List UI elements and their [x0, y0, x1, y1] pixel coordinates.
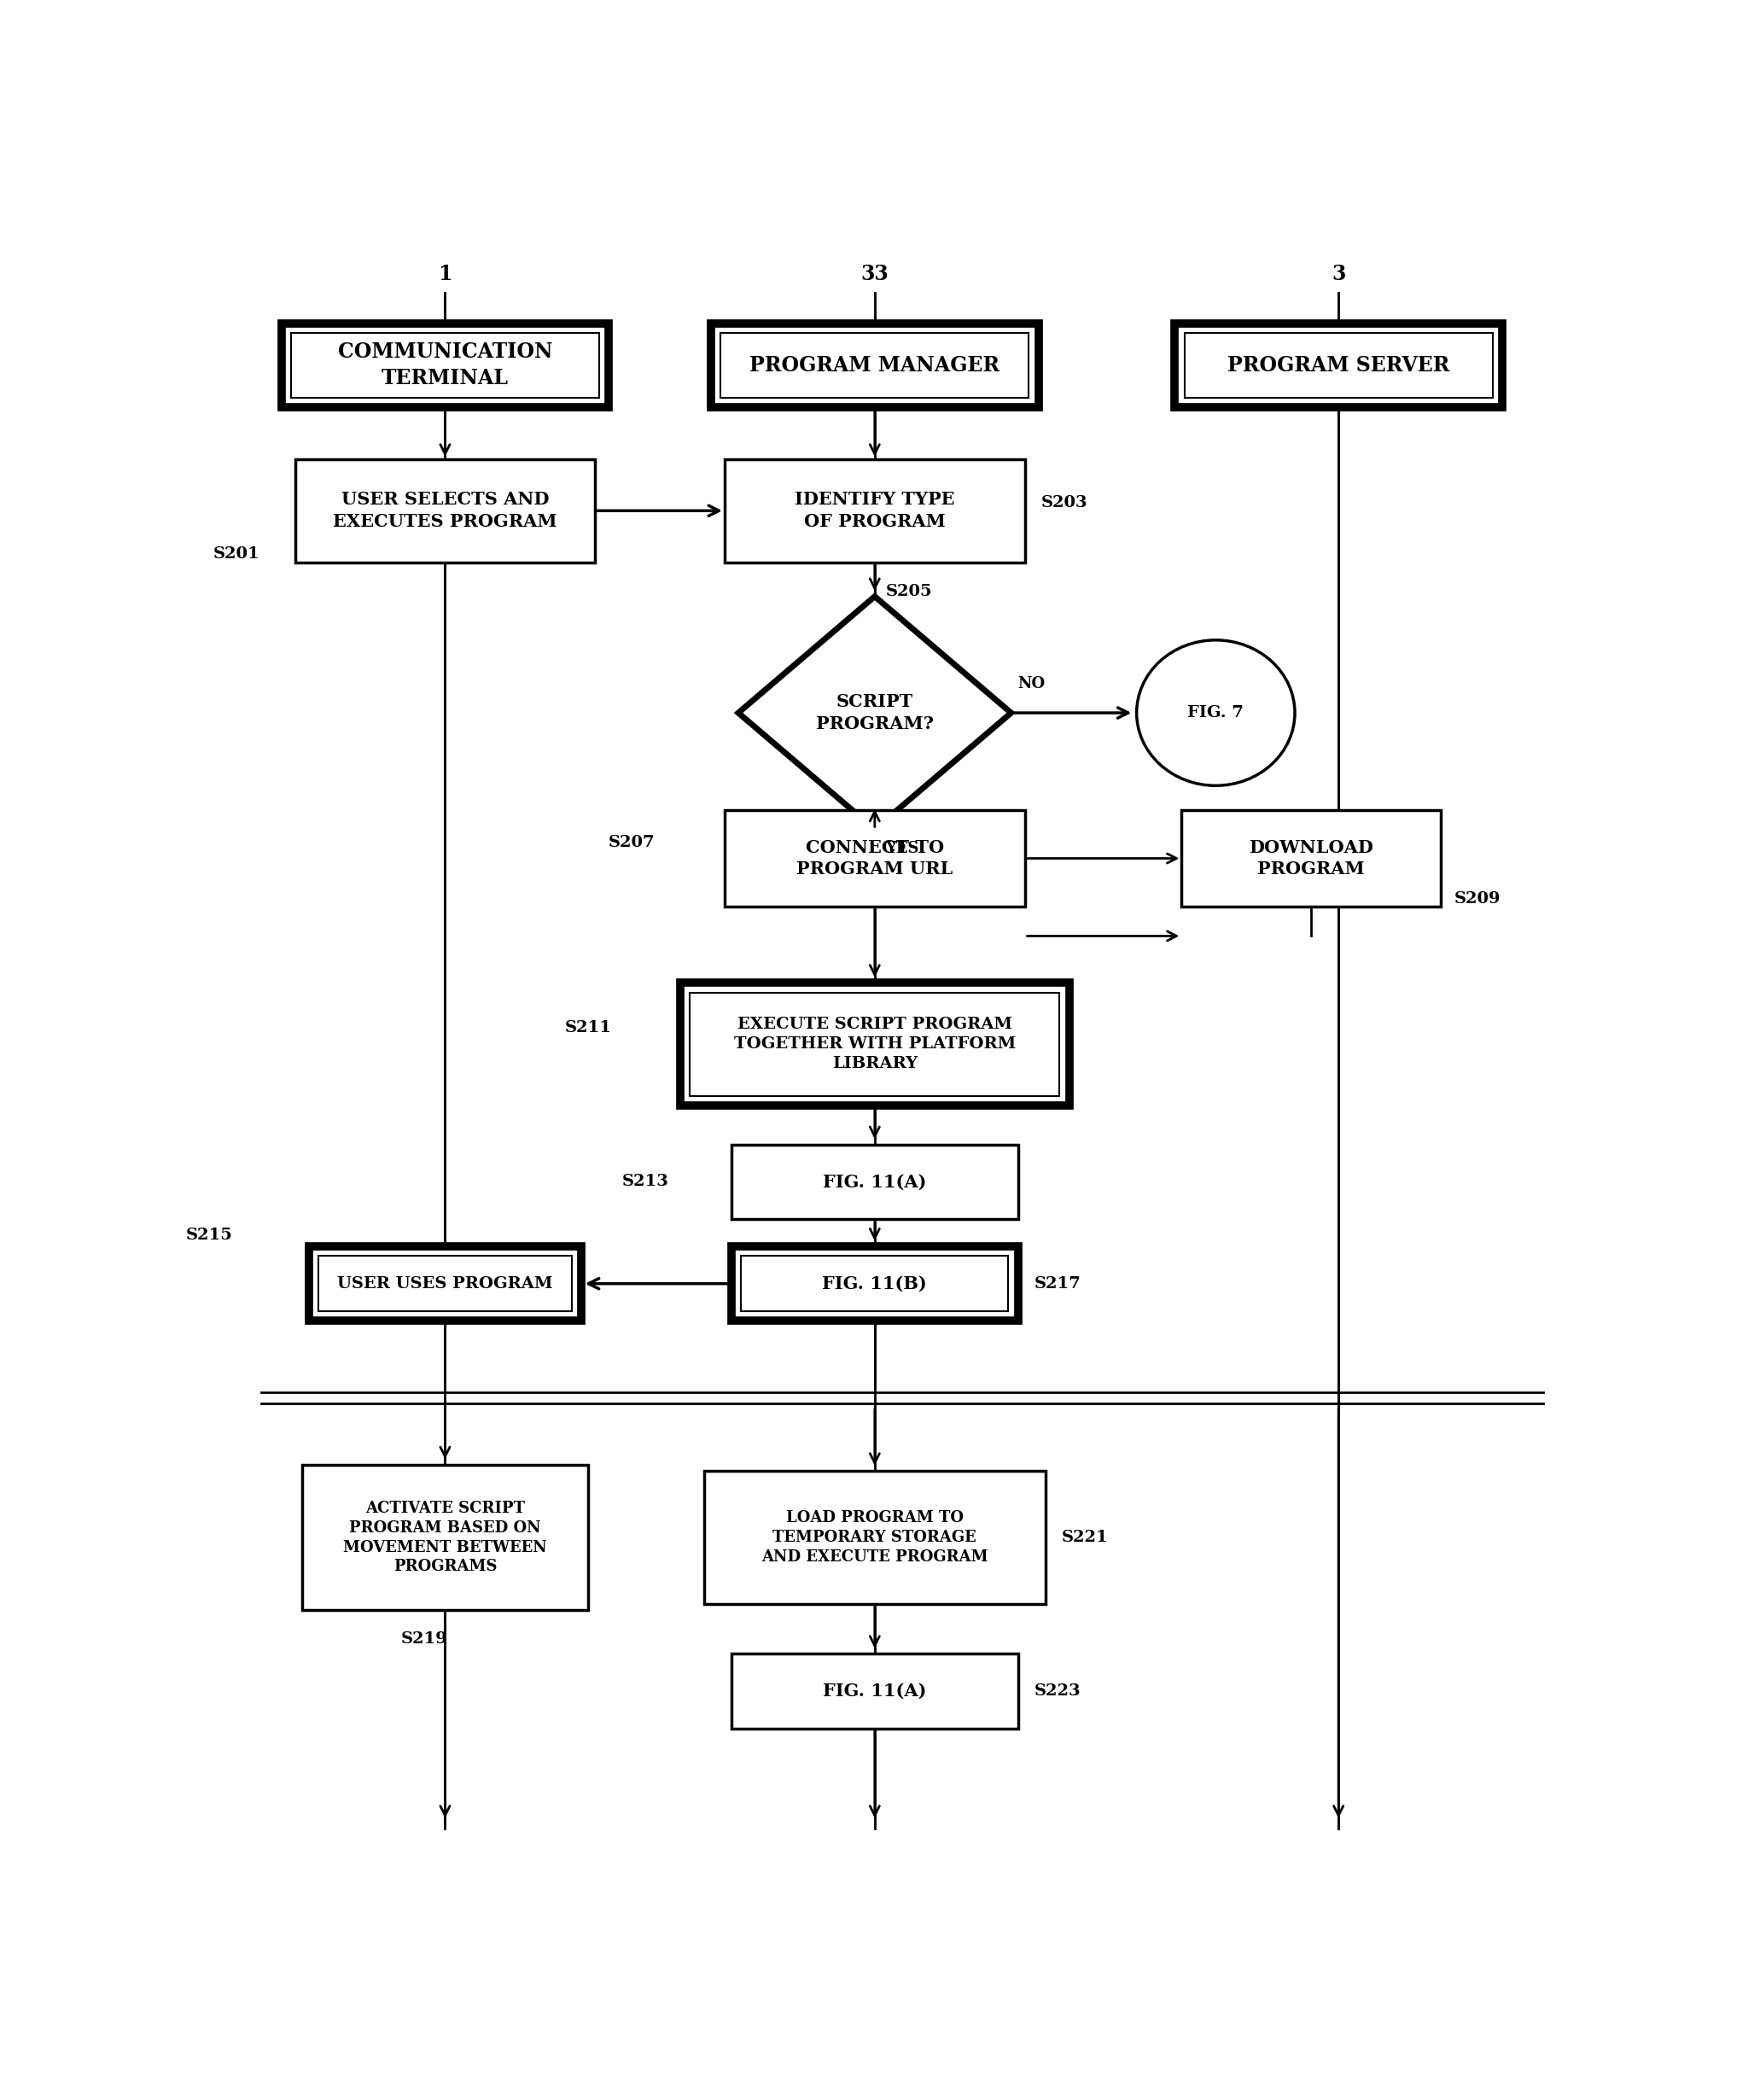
Bar: [725, 811, 1024, 907]
Text: S213: S213: [623, 1174, 669, 1189]
Bar: [296, 460, 595, 563]
Text: S219: S219: [401, 1632, 449, 1646]
Bar: [690, 993, 1060, 1096]
Text: 1: 1: [438, 265, 452, 284]
Polygon shape: [739, 596, 1010, 830]
Text: PROGRAM MANAGER: PROGRAM MANAGER: [750, 355, 1000, 376]
Bar: [732, 1247, 1017, 1321]
Text: ACTIVATE SCRIPT
PROGRAM BASED ON
MOVEMENT BETWEEN
PROGRAMS: ACTIVATE SCRIPT PROGRAM BASED ON MOVEMEN…: [343, 1501, 547, 1575]
Text: PROGRAM SERVER: PROGRAM SERVER: [1227, 355, 1450, 376]
Bar: [732, 1655, 1017, 1728]
Text: YES: YES: [885, 840, 919, 857]
Text: DOWNLOAD
PROGRAM: DOWNLOAD PROGRAM: [1250, 838, 1373, 878]
Bar: [308, 1247, 581, 1321]
Bar: [1176, 323, 1501, 407]
Text: 3: 3: [1332, 265, 1345, 284]
Text: FIG. 11(A): FIG. 11(A): [824, 1682, 926, 1699]
Ellipse shape: [1137, 640, 1295, 785]
Text: S217: S217: [1035, 1277, 1081, 1292]
Text: FIG. 11(A): FIG. 11(A): [824, 1174, 926, 1191]
Text: 33: 33: [861, 265, 889, 284]
Text: EXECUTE SCRIPT PROGRAM
TOGETHER WITH PLATFORM
LIBRARY: EXECUTE SCRIPT PROGRAM TOGETHER WITH PLA…: [734, 1016, 1016, 1071]
Text: IDENTIFY TYPE
OF PROGRAM: IDENTIFY TYPE OF PROGRAM: [796, 491, 954, 529]
Bar: [681, 983, 1068, 1107]
Bar: [1181, 811, 1441, 907]
Text: S203: S203: [1042, 496, 1088, 510]
Text: NO: NO: [1017, 676, 1045, 691]
Text: S215: S215: [187, 1228, 232, 1243]
Bar: [741, 1256, 1008, 1310]
Bar: [282, 323, 609, 407]
Text: S205: S205: [885, 584, 933, 598]
Text: S201: S201: [213, 546, 260, 563]
Bar: [1184, 332, 1492, 397]
Text: S211: S211: [565, 1021, 611, 1035]
Bar: [290, 332, 598, 397]
Bar: [303, 1466, 588, 1611]
Text: FIG. 7: FIG. 7: [1188, 706, 1244, 720]
Text: S221: S221: [1061, 1529, 1109, 1546]
Text: S209: S209: [1454, 890, 1501, 907]
Text: CONNECT TO
PROGRAM URL: CONNECT TO PROGRAM URL: [797, 838, 952, 878]
Text: FIG. 11(B): FIG. 11(B): [822, 1275, 928, 1292]
Text: SCRIPT
PROGRAM?: SCRIPT PROGRAM?: [817, 693, 933, 733]
Bar: [720, 332, 1030, 397]
Text: LOAD PROGRAM TO
TEMPORARY STORAGE
AND EXECUTE PROGRAM: LOAD PROGRAM TO TEMPORARY STORAGE AND EX…: [762, 1510, 987, 1564]
Text: S207: S207: [609, 834, 655, 850]
Text: S223: S223: [1035, 1684, 1081, 1699]
Bar: [732, 1144, 1017, 1218]
Bar: [725, 460, 1024, 563]
Bar: [319, 1256, 572, 1310]
Text: USER USES PROGRAM: USER USES PROGRAM: [338, 1277, 553, 1292]
Bar: [704, 1472, 1045, 1604]
Bar: [711, 323, 1038, 407]
Text: COMMUNICATION
TERMINAL: COMMUNICATION TERMINAL: [338, 342, 553, 388]
Text: USER SELECTS AND
EXECUTES PROGRAM: USER SELECTS AND EXECUTES PROGRAM: [333, 491, 558, 529]
